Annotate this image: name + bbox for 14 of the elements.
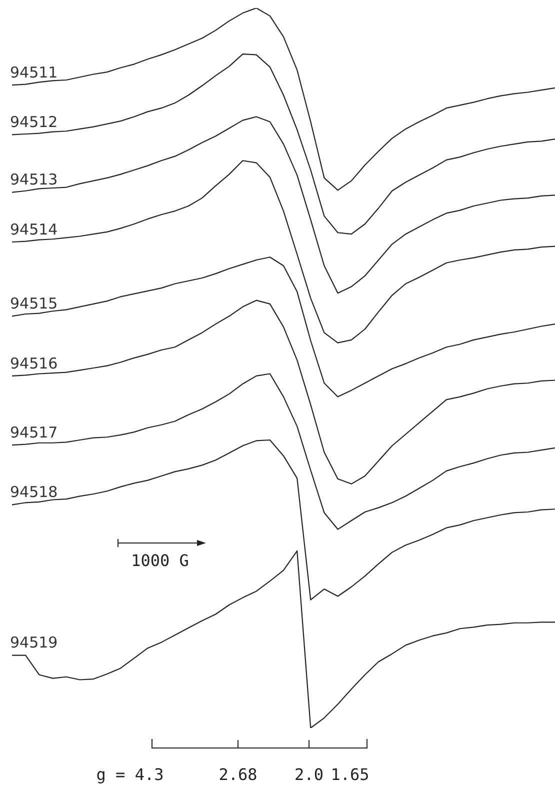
series-label: 94516 (10, 354, 58, 372)
text: g = 4.3 (96, 765, 164, 784)
series-label: 94519 (10, 634, 58, 652)
series-label: 94518 (10, 483, 58, 502)
text: 2.68 (218, 765, 258, 784)
text: 1.65 (330, 765, 370, 784)
series-label: 94511 (10, 63, 58, 82)
text: 2.0 (294, 765, 324, 784)
series-label: 94514 (10, 220, 58, 238)
series-label: 94515 (10, 294, 58, 313)
annotation: 1000 G (131, 551, 189, 570)
series-label: 94512 (10, 113, 58, 132)
series-label: 94513 (10, 170, 58, 189)
series-label: 94517 (10, 423, 58, 442)
